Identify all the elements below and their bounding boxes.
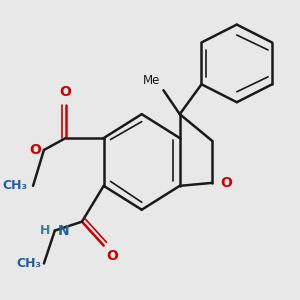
- Text: CH₃: CH₃: [16, 257, 41, 270]
- Text: Me: Me: [143, 74, 161, 87]
- Text: O: O: [106, 248, 118, 262]
- Text: CH₃: CH₃: [3, 179, 28, 192]
- Text: O: O: [60, 85, 72, 99]
- Text: O: O: [29, 143, 41, 157]
- Text: H: H: [40, 224, 51, 237]
- Text: N: N: [58, 224, 69, 238]
- Text: O: O: [220, 176, 232, 190]
